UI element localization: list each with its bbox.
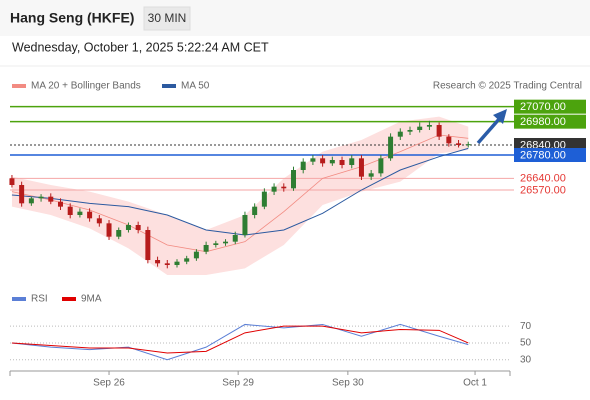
candle-body [300, 161, 306, 170]
candle-body [57, 201, 63, 207]
candle-body [349, 158, 355, 165]
candle-body [28, 198, 34, 204]
candle-body [164, 263, 170, 265]
candle-body [465, 144, 471, 146]
candle-body [252, 206, 258, 215]
y-tick-label: 30 [520, 354, 532, 365]
legend-swatch [62, 297, 76, 301]
candle-body [310, 158, 316, 162]
candle-body [358, 158, 364, 177]
candle-body [223, 241, 229, 244]
level-label: 26640.00 [520, 173, 566, 185]
y-tick-label: 50 [520, 338, 532, 349]
candle-body [368, 173, 374, 177]
candle-body [67, 206, 73, 215]
rsi-line [11, 325, 469, 354]
candle-body [184, 258, 190, 262]
candle-body [426, 125, 432, 127]
arrow-head [493, 109, 507, 124]
candle-body [203, 245, 209, 252]
candle-body [193, 251, 199, 259]
level-label: 27070.00 [520, 101, 566, 113]
level-box [514, 114, 586, 129]
candle-body [155, 260, 161, 264]
legend-label: MA 50 [181, 81, 210, 92]
level-box [514, 99, 586, 114]
candle-body [232, 235, 238, 242]
level-box [514, 148, 586, 162]
candle-body [87, 211, 93, 219]
candle-body [145, 230, 151, 260]
candle-body [48, 196, 54, 202]
candle-body [19, 185, 25, 204]
candle-body [38, 196, 44, 199]
candle-body [446, 136, 452, 144]
title: Hang Seng (HKFE) [10, 10, 134, 26]
x-tick-label: Sep 26 [93, 378, 125, 389]
x-tick-label: Sep 30 [332, 378, 364, 389]
level-label: 26980.00 [520, 116, 566, 128]
header-bar [0, 0, 590, 36]
candle-body [125, 225, 131, 230]
credit: Research © 2025 Trading Central [433, 81, 582, 92]
interval-box [143, 6, 191, 31]
bollinger-band [11, 116, 469, 276]
candle-body [261, 191, 267, 207]
y-tick-label: 70 [520, 321, 532, 332]
x-tick-label: Oct 1 [463, 378, 487, 389]
candle-body [329, 160, 335, 164]
candle-body [174, 261, 180, 265]
candle-body [378, 158, 384, 174]
level-label: 26570.00 [520, 184, 566, 196]
candle-body [339, 160, 345, 165]
legend-swatch [162, 84, 176, 88]
legend-swatch [12, 297, 26, 301]
candle-body [116, 230, 122, 237]
candle-body [135, 225, 141, 230]
level-label: 26780.00 [520, 149, 566, 161]
candle-body [271, 186, 277, 192]
candle-body [320, 158, 326, 164]
candle-body [242, 215, 248, 235]
legend-label: RSI [31, 294, 48, 305]
rsi-panel: RSI 9MA 70 50 30 Sep 26 Sep 29 Sep 30 Oct 1 [9, 294, 532, 389]
candle-body [417, 126, 423, 130]
interval: 30 MIN [148, 11, 187, 25]
candle-body [213, 243, 219, 245]
candle-body [290, 170, 296, 189]
rsi-line [11, 323, 469, 361]
candle-body [96, 218, 102, 224]
candle-body [281, 186, 287, 189]
candle-body [436, 125, 442, 137]
legend-label: MA 20 + Bollinger Bands [31, 81, 141, 92]
legend-label: 9MA [81, 294, 102, 305]
candle-body [407, 130, 413, 132]
candle-body [9, 178, 15, 185]
price-panel: MA 20 + Bollinger Bands MA 50 27070.00 2698… [9, 81, 586, 276]
date: Wednesday, October 1, 2025 5:22:24 AM CE… [12, 40, 269, 54]
candle-body [106, 223, 112, 237]
candle-body [388, 136, 394, 159]
x-tick-label: Sep 29 [222, 378, 254, 389]
candle-body [397, 131, 403, 137]
candle-body [77, 211, 83, 215]
legend-swatch [12, 84, 26, 88]
candle-body [456, 143, 462, 145]
arrow [476, 116, 502, 145]
